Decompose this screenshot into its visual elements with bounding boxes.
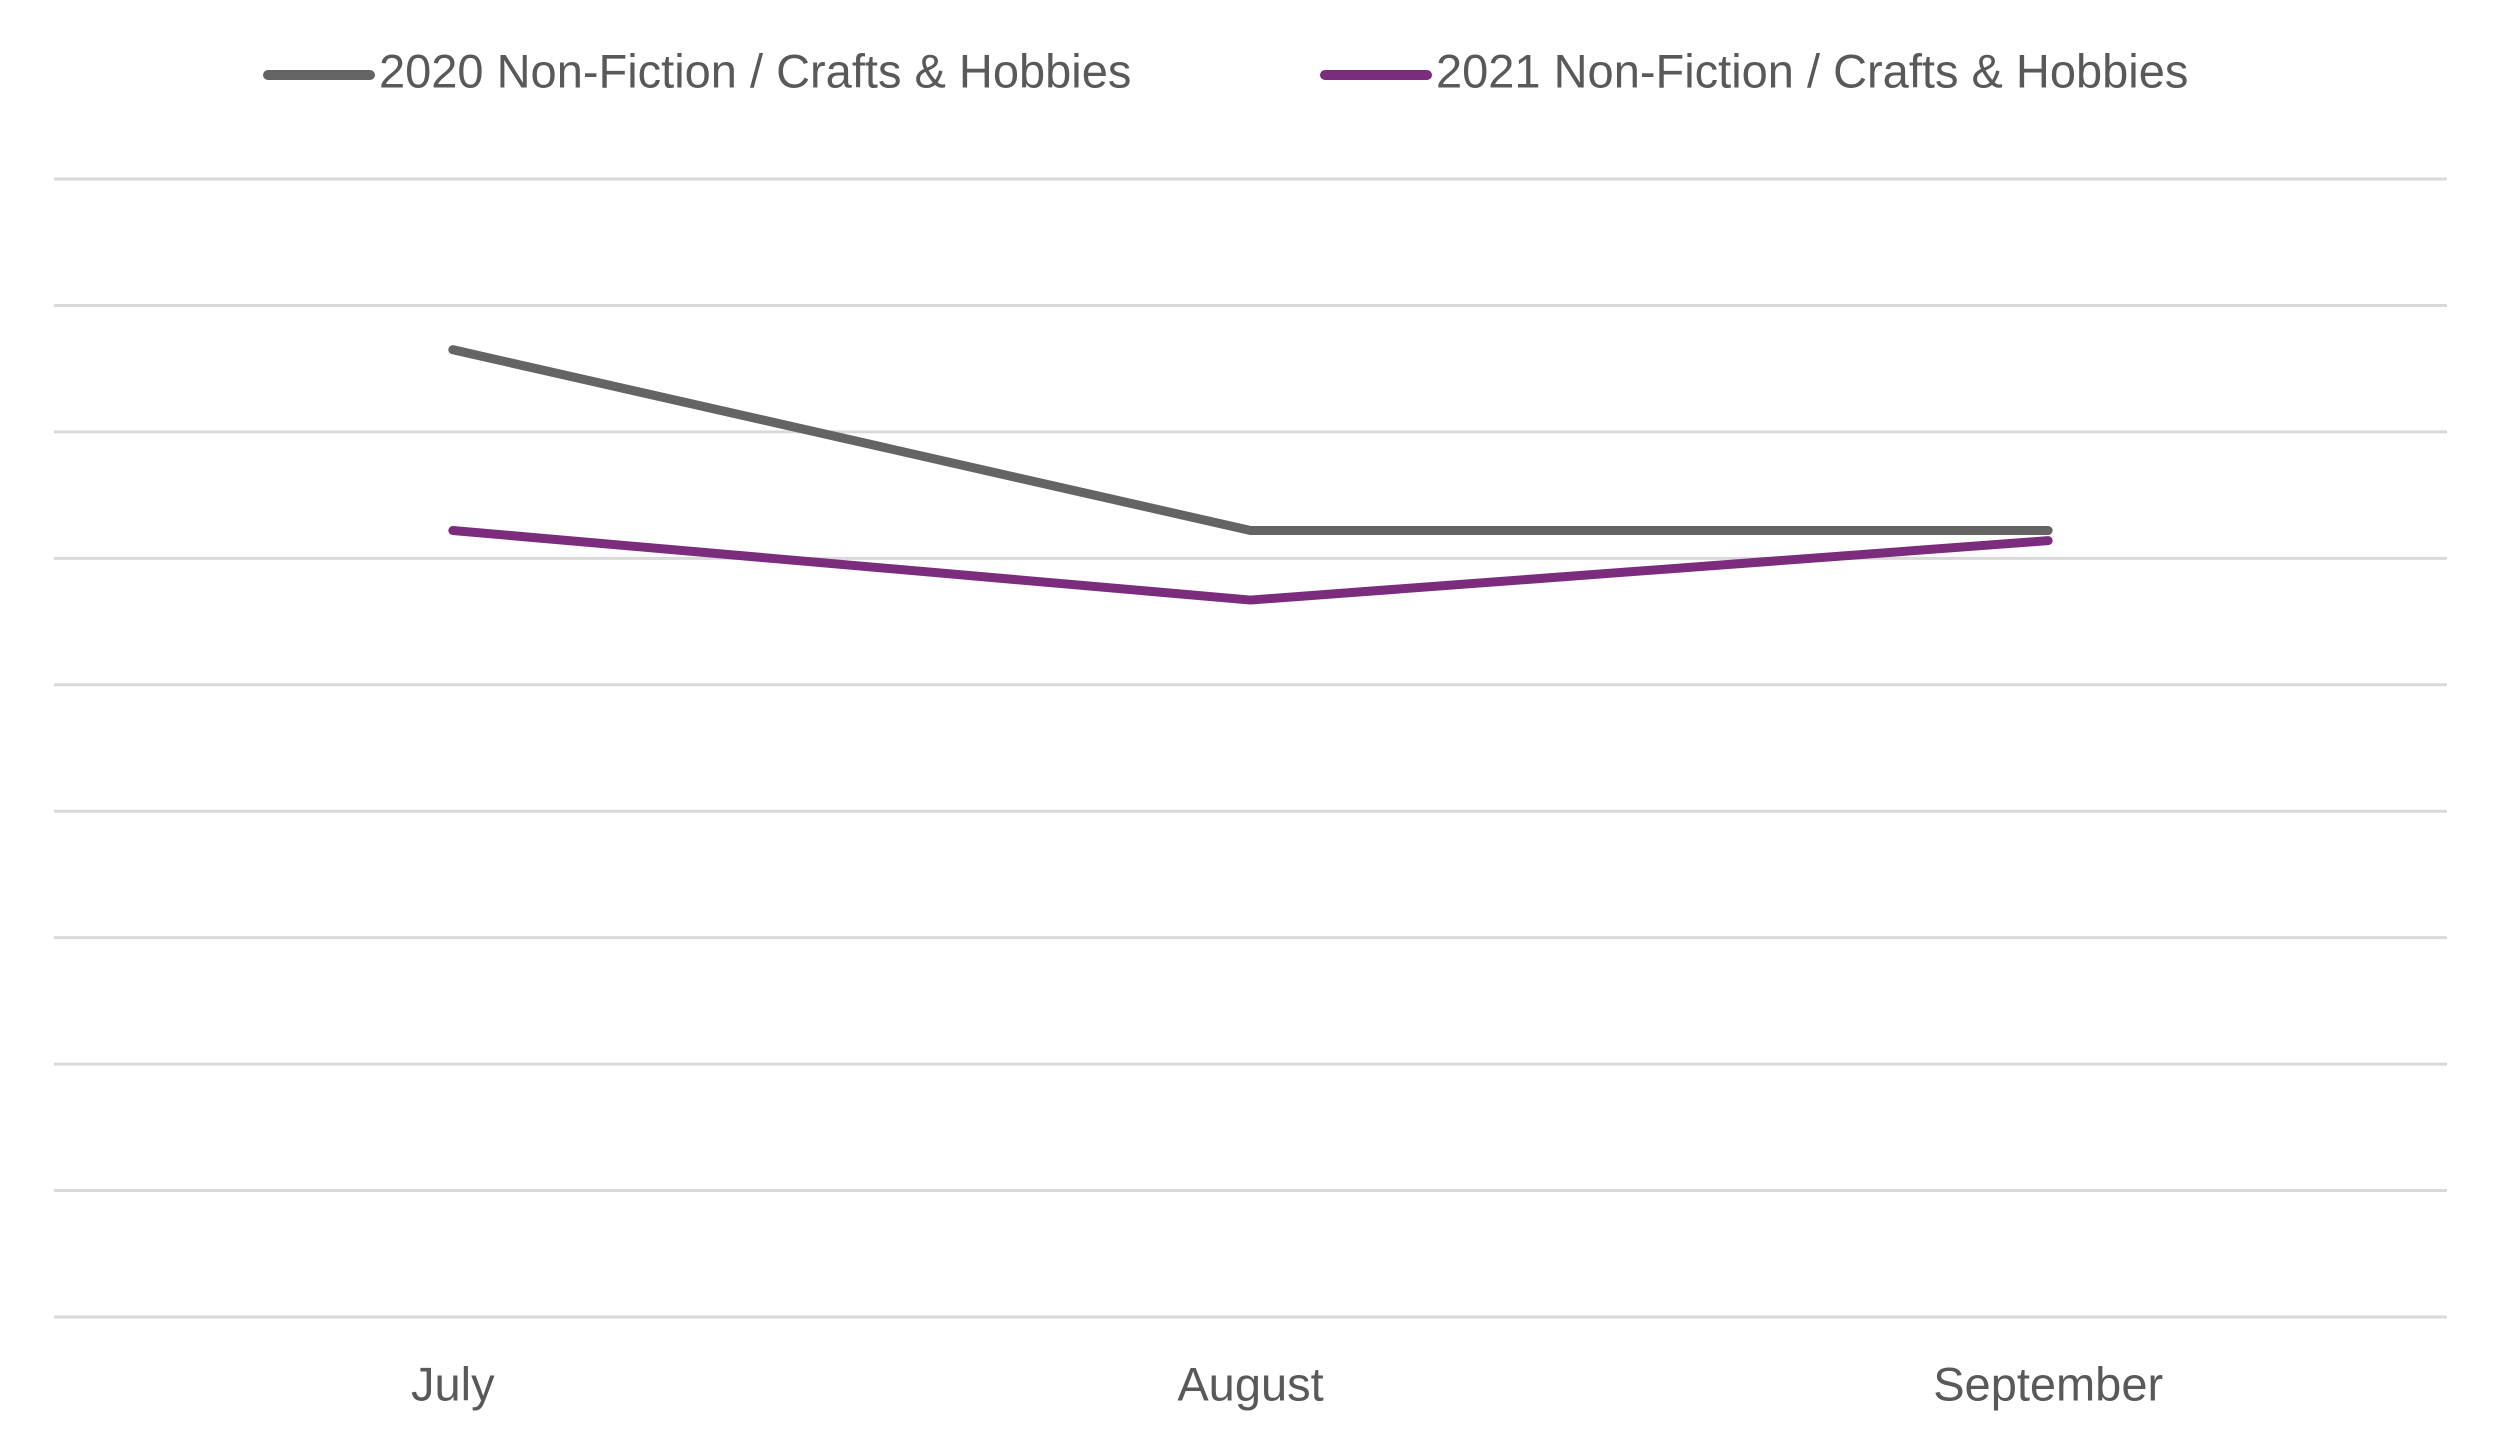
series-line <box>448 526 2053 605</box>
x-tick-label: August <box>1177 1357 1323 1410</box>
x-tick-label: September <box>1933 1357 2163 1410</box>
legend-label: 2021 Non-Fiction / Crafts & Hobbies <box>1436 44 2188 97</box>
series-line <box>448 345 2053 536</box>
legend-label: 2020 Non-Fiction / Crafts & Hobbies <box>379 44 1131 97</box>
x-tick-label: July <box>411 1357 495 1410</box>
